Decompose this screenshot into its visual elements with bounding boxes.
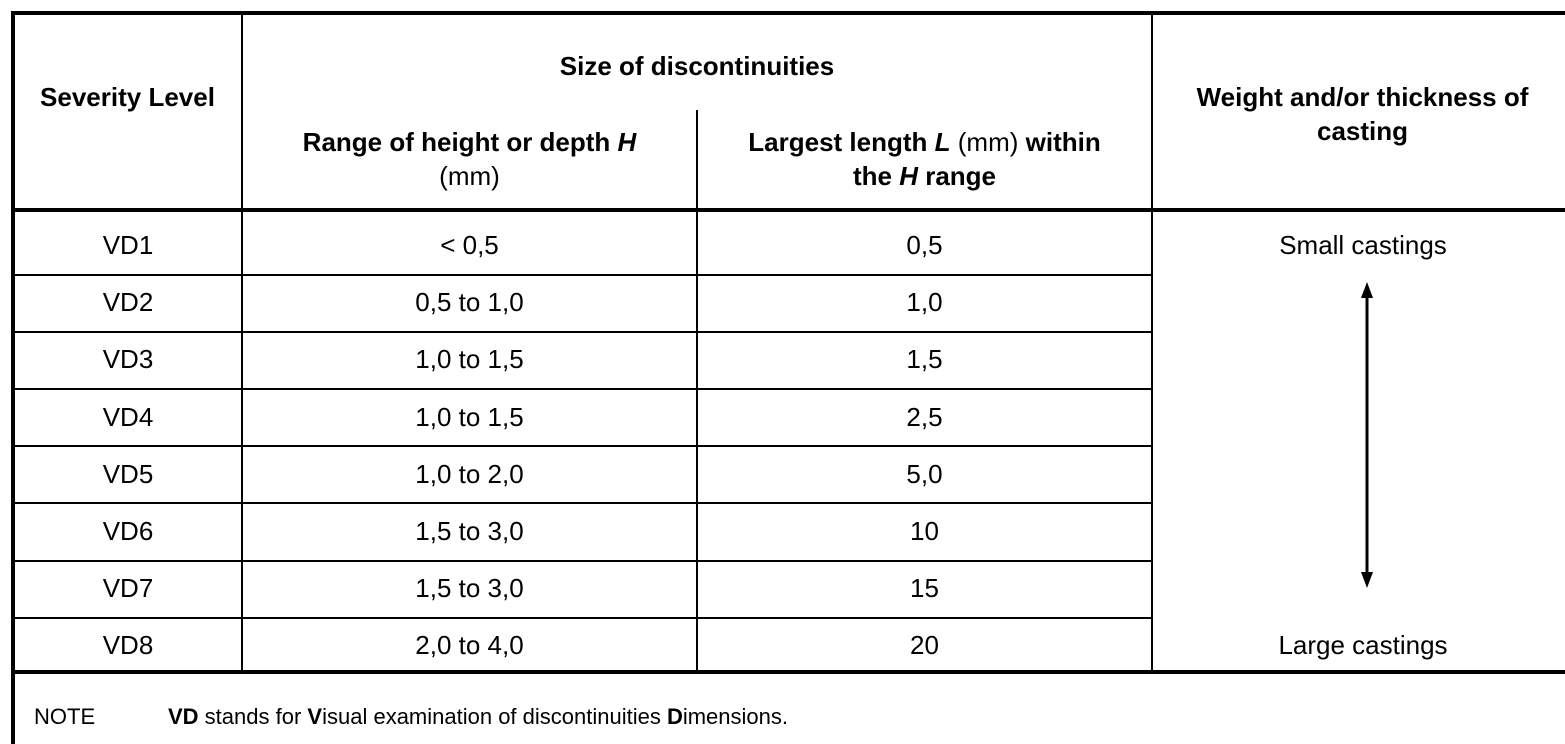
table-cell: 1,5 to 3,0 xyxy=(415,573,524,604)
header-cell: Weight and/or thickness of casting xyxy=(1196,82,1529,146)
header-text: L xyxy=(934,127,951,157)
table-cell: VD3 xyxy=(102,344,154,375)
row-line xyxy=(13,274,1153,276)
table-cell: VD7 xyxy=(102,573,154,604)
table-cell: VD5 xyxy=(102,458,154,489)
note-part: D xyxy=(666,704,683,729)
row-line xyxy=(13,560,1153,562)
table-cell: 0,5 xyxy=(906,230,943,260)
header-text: (mm) xyxy=(950,127,1026,157)
header-text: Range of height or depth xyxy=(302,127,618,157)
header-text: H xyxy=(899,161,918,191)
note-part: V xyxy=(307,704,323,729)
note-label: NOTE xyxy=(34,704,96,729)
table-cell: VD1 xyxy=(102,230,154,260)
header-cell: Size of discontinuities xyxy=(559,51,835,81)
note-part: stands for xyxy=(198,704,308,729)
note-part: isual examination of discontinuities xyxy=(322,704,667,729)
border xyxy=(696,110,698,672)
header-cell: Severity Level xyxy=(40,82,215,112)
table-cell: 1,0 to 1,5 xyxy=(415,401,524,432)
border xyxy=(11,11,15,744)
table-cell: 1,0 to 1,5 xyxy=(415,344,524,375)
row-line xyxy=(13,502,1153,504)
table-cell: VD2 xyxy=(102,287,154,318)
row-line xyxy=(13,617,1153,619)
table-cell: VD8 xyxy=(102,630,154,661)
header-text: Largest length xyxy=(748,127,935,157)
table-cell: VD4 xyxy=(102,401,154,432)
border xyxy=(1151,11,1153,672)
table-cell: 2,5 xyxy=(906,401,943,432)
table-cell: VD6 xyxy=(102,516,154,546)
header-text: within xyxy=(1025,127,1101,157)
border xyxy=(11,670,1565,674)
row-line xyxy=(13,445,1153,447)
header-text: H xyxy=(617,127,637,157)
table-cell: 15 xyxy=(910,573,939,604)
header-text: (mm) xyxy=(439,161,500,191)
note-part: imensions. xyxy=(682,704,788,729)
header-text: range xyxy=(917,161,997,191)
table-cell: 1,0 to 2,0 xyxy=(415,458,524,489)
border xyxy=(11,11,1565,15)
table-cell: 20 xyxy=(910,630,939,661)
row-line xyxy=(13,388,1153,390)
row-line xyxy=(13,331,1153,333)
header-cell: Range of height or depth H (mm) xyxy=(243,125,696,193)
table-cell: 5,0 xyxy=(906,458,943,489)
header-text: the xyxy=(852,161,900,191)
header-cell: Largest length L (mm) within the H range xyxy=(698,125,1151,193)
border xyxy=(241,11,243,672)
table-cell: 0,5 to 1,0 xyxy=(415,287,524,318)
scale-label: Large castings xyxy=(1278,630,1448,660)
table-cell: < 0,5 xyxy=(440,230,499,260)
table-cell: 2,0 to 4,0 xyxy=(415,630,524,661)
scale-label: Small castings xyxy=(1279,230,1447,260)
border xyxy=(11,208,1565,212)
note-text: VD stands for Visual examination of disc… xyxy=(168,700,788,734)
arrow xyxy=(1361,282,1373,588)
table-cell: 10 xyxy=(910,516,939,546)
table-cell: 1,0 xyxy=(906,287,943,318)
table-cell: 1,5 to 3,0 xyxy=(415,516,524,546)
table-cell: 1,5 xyxy=(906,344,943,375)
note-part: VD xyxy=(168,704,199,729)
